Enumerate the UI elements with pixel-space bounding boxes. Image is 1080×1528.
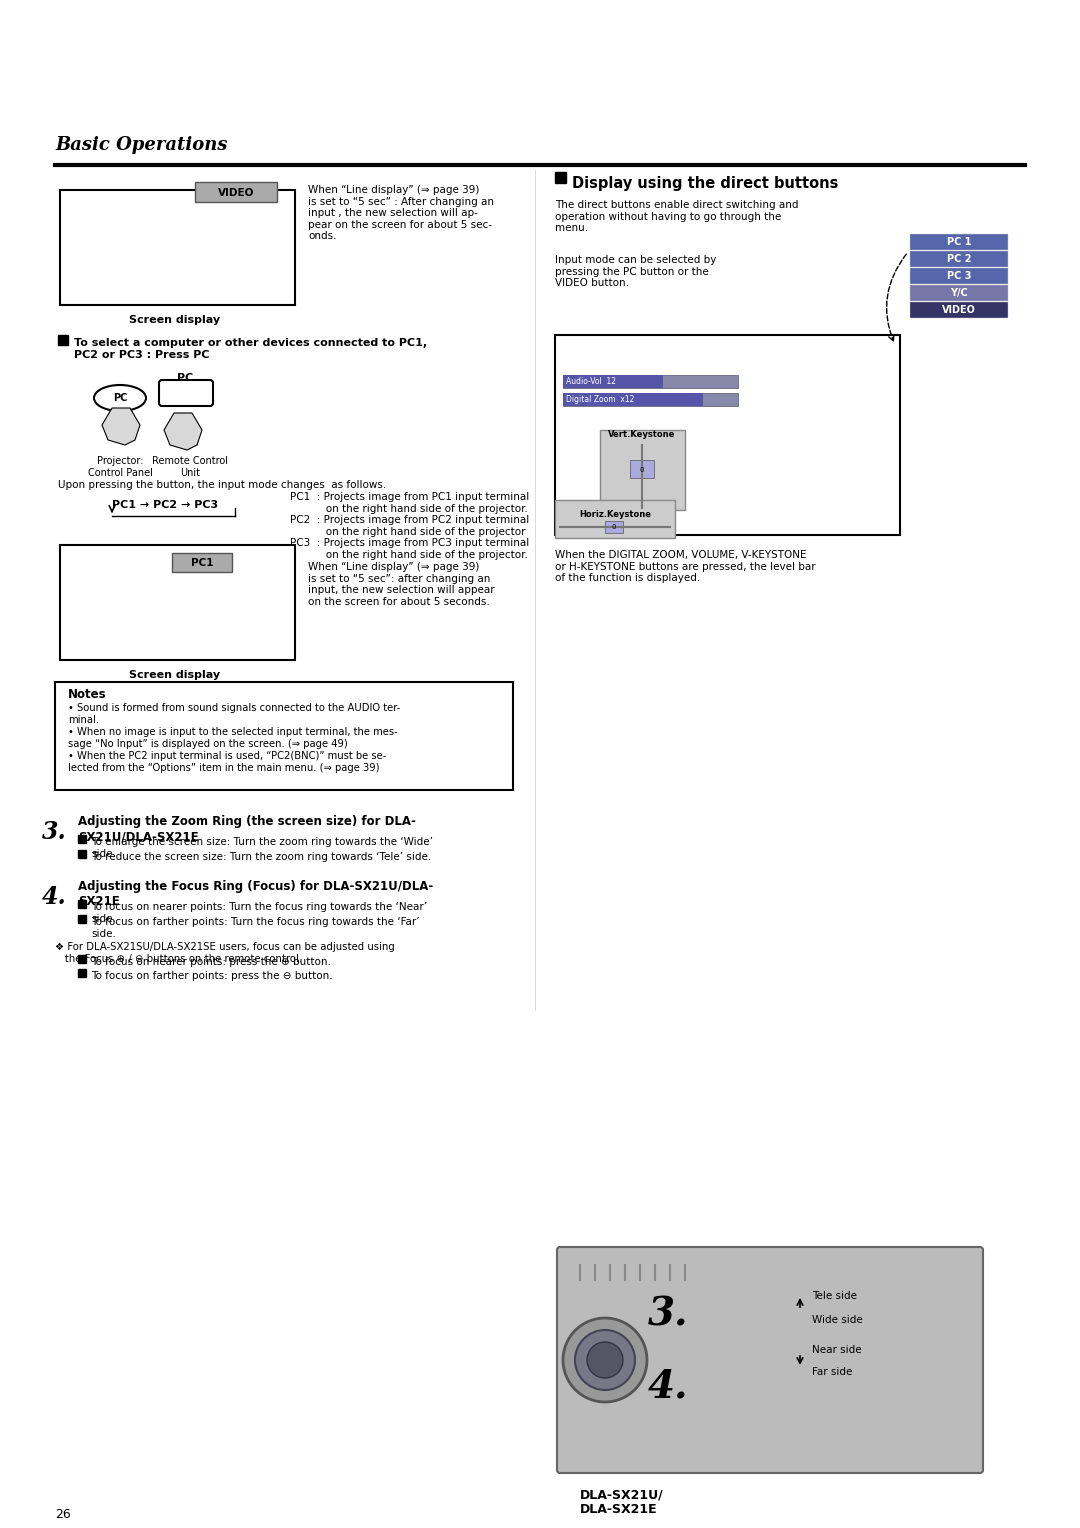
Text: To focus on nearer points: Turn the focus ring towards the ‘Near’
side.: To focus on nearer points: Turn the focu…	[91, 902, 427, 923]
Bar	[563, 374, 663, 388]
Text: Near side: Near side	[812, 1345, 862, 1355]
Text: Tele side: Tele side	[812, 1291, 858, 1300]
Bar	[563, 374, 738, 388]
Text: To select a computer or other devices connected to PC1,
PC2 or PC3 : Press PC: To select a computer or other devices co…	[75, 338, 427, 359]
Text: To focus on farther points: Turn the focus ring towards the ‘Far’
side.: To focus on farther points: Turn the foc…	[91, 917, 420, 938]
Text: Vert.Keystone: Vert.Keystone	[608, 429, 676, 439]
Bar	[910, 267, 1008, 284]
Circle shape	[588, 1342, 623, 1378]
Bar	[172, 553, 232, 571]
Text: PC 1: PC 1	[947, 237, 971, 248]
Bar	[78, 850, 86, 859]
Text: PC2  : Projects image from PC2 input terminal
           on the right hand side : PC2 : Projects image from PC2 input term…	[291, 515, 529, 536]
Text: Display using the direct buttons: Display using the direct buttons	[572, 176, 838, 191]
Bar	[555, 173, 566, 183]
Ellipse shape	[94, 385, 146, 411]
Text: To reduce the screen size: Turn the zoom ring towards ‘Tele’ side.: To reduce the screen size: Turn the zoom…	[91, 853, 431, 862]
Text: Projector:
Control Panel: Projector: Control Panel	[87, 455, 152, 478]
Bar	[563, 393, 703, 406]
Text: Horiz.Keystone: Horiz.Keystone	[579, 510, 651, 520]
Text: 4.: 4.	[648, 1368, 689, 1406]
Text: Audio-Vol  12: Audio-Vol 12	[566, 377, 616, 387]
Text: 26: 26	[55, 1508, 71, 1520]
Text: Screen display: Screen display	[130, 669, 220, 680]
Bar	[55, 681, 513, 790]
Bar	[195, 182, 276, 202]
Text: PC1: PC1	[191, 558, 213, 568]
Text: When “Line display” (⇒ page 39)
is set to “5 sec” : After changing an
input , th: When “Line display” (⇒ page 39) is set t…	[308, 185, 494, 241]
Bar	[910, 251, 1008, 267]
Text: Wide side: Wide side	[812, 1316, 863, 1325]
Text: VIDEO: VIDEO	[218, 188, 254, 199]
Text: Y/C: Y/C	[950, 287, 968, 298]
Polygon shape	[164, 413, 202, 451]
Text: • Sound is formed from sound signals connected to the AUDIO ter-
minal.: • Sound is formed from sound signals con…	[68, 703, 401, 724]
Bar	[78, 969, 86, 976]
Text: 0: 0	[611, 524, 617, 530]
Text: 3.: 3.	[648, 1296, 689, 1332]
Text: Adjusting the Zoom Ring (the screen size) for DLA-
SX21U/DLA-SX21E: Adjusting the Zoom Ring (the screen size…	[78, 814, 416, 843]
Text: 3.: 3.	[42, 821, 67, 843]
Circle shape	[563, 1319, 647, 1403]
Text: To enlarge the screen size: Turn the zoom ring towards the ‘Wide’
side.: To enlarge the screen size: Turn the zoo…	[91, 837, 433, 859]
Text: VIDEO: VIDEO	[942, 306, 976, 315]
Polygon shape	[102, 408, 140, 445]
Text: Input mode can be selected by
pressing the PC button or the
VIDEO button.: Input mode can be selected by pressing t…	[555, 255, 716, 289]
Bar	[910, 286, 1008, 301]
Bar	[910, 303, 1008, 318]
FancyBboxPatch shape	[557, 1247, 983, 1473]
Text: Digital Zoom  x12: Digital Zoom x12	[566, 396, 634, 403]
Text: Screen display: Screen display	[130, 315, 220, 325]
Text: PC3  : Projects image from PC3 input terminal
           on the right hand side : PC3 : Projects image from PC3 input term…	[291, 538, 529, 559]
Bar	[555, 335, 900, 535]
Bar	[58, 335, 68, 345]
Bar	[605, 521, 623, 533]
Text: Adjusting the Focus Ring (Focus) for DLA-SX21U/DLA-
SX21E: Adjusting the Focus Ring (Focus) for DLA…	[78, 880, 433, 908]
Text: PC: PC	[177, 373, 193, 384]
Text: DLA-SX21U/
DLA-SX21E: DLA-SX21U/ DLA-SX21E	[580, 1488, 664, 1516]
Text: • When no image is input to the selected input terminal, the mes-
sage “No Input: • When no image is input to the selected…	[68, 727, 397, 749]
Bar	[563, 393, 738, 406]
Bar	[78, 900, 86, 908]
Bar	[60, 545, 295, 660]
Text: When the DIGITAL ZOOM, VOLUME, V-KEYSTONE
or H-KEYSTONE buttons are pressed, the: When the DIGITAL ZOOM, VOLUME, V-KEYSTON…	[555, 550, 815, 584]
Text: Upon pressing the button, the input mode changes  as follows.: Upon pressing the button, the input mode…	[58, 480, 387, 490]
Text: To focus on farther points: press the ⊖ button.: To focus on farther points: press the ⊖ …	[91, 970, 333, 981]
Text: The direct buttons enable direct switching and
operation without having to go th: The direct buttons enable direct switchi…	[555, 200, 798, 234]
Text: PC 3: PC 3	[947, 270, 971, 281]
Text: PC: PC	[112, 393, 127, 403]
Bar	[78, 915, 86, 923]
Text: When “Line display” (⇒ page 39)
is set to “5 sec”: after changing an
input, the : When “Line display” (⇒ page 39) is set t…	[308, 562, 495, 607]
Text: PC1 → PC2 → PC3: PC1 → PC2 → PC3	[112, 500, 218, 510]
Text: ❖ For DLA-SX21SU/DLA-SX21SE users, focus can be adjusted using
   the Focus ⊕ / : ❖ For DLA-SX21SU/DLA-SX21SE users, focus…	[55, 941, 395, 964]
Circle shape	[575, 1329, 635, 1390]
Bar	[78, 955, 86, 963]
Bar	[78, 834, 86, 843]
Bar	[910, 234, 1008, 251]
Text: Remote Control
Unit: Remote Control Unit	[152, 455, 228, 478]
Text: • When the PC2 input terminal is used, “PC2(BNC)” must be se-
lected from the “O: • When the PC2 input terminal is used, “…	[68, 750, 387, 773]
Text: To focus on nearer points: press the ⊕ button.: To focus on nearer points: press the ⊕ b…	[91, 957, 330, 967]
Bar	[600, 429, 685, 510]
Text: PC 2: PC 2	[947, 254, 971, 264]
FancyBboxPatch shape	[159, 380, 213, 406]
Text: Basic Operations: Basic Operations	[55, 136, 228, 154]
Text: 4.: 4.	[42, 885, 67, 909]
Bar	[630, 460, 654, 478]
Text: Far side: Far side	[812, 1368, 852, 1377]
Text: 0: 0	[639, 468, 645, 474]
Text: Notes: Notes	[68, 688, 107, 701]
Text: PC1  : Projects image from PC1 input terminal
           on the right hand side : PC1 : Projects image from PC1 input term…	[291, 492, 529, 513]
Bar	[555, 500, 675, 538]
Bar	[60, 189, 295, 306]
